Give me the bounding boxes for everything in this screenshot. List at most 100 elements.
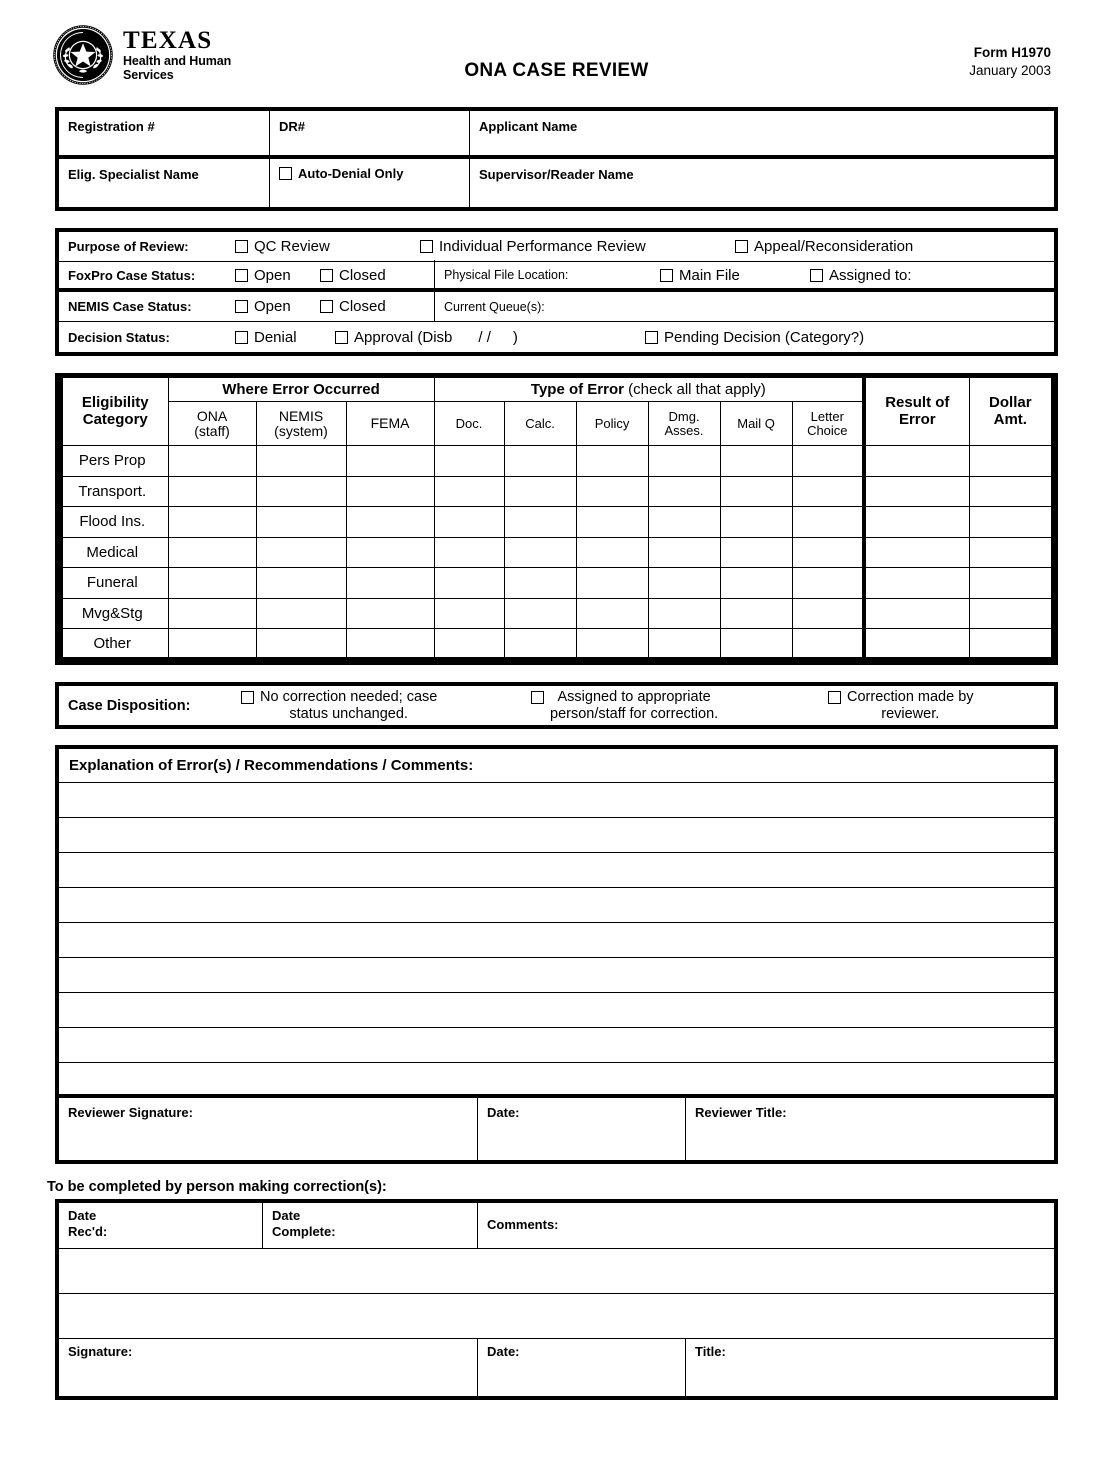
cell-dollar-amt[interactable] xyxy=(968,597,1056,629)
explanation-line[interactable] xyxy=(59,1063,1054,1098)
physical-file-option-assigned[interactable]: Assigned to: xyxy=(810,267,912,284)
cell-doc[interactable] xyxy=(433,506,505,538)
cell-nemis[interactable] xyxy=(255,567,347,599)
cell-dmg-asses[interactable] xyxy=(647,567,721,599)
cell-fema[interactable] xyxy=(345,628,435,661)
cell-letter-choice[interactable] xyxy=(791,506,867,538)
correction-made-by-reviewer-checkbox[interactable] xyxy=(828,691,841,705)
correction-signature-field[interactable]: Signature: xyxy=(59,1339,478,1396)
cell-ona[interactable] xyxy=(167,597,257,629)
cell-ona[interactable] xyxy=(167,567,257,599)
decision-option-denial[interactable]: Denial xyxy=(235,329,335,346)
cell-mail-q[interactable] xyxy=(719,536,793,568)
cell-dollar-amt[interactable] xyxy=(968,536,1056,568)
supervisor-reader-field[interactable]: Supervisor/Reader Name xyxy=(470,159,1054,207)
cell-result-of-error[interactable] xyxy=(863,628,970,661)
disposition-option-assigned[interactable]: Assigned to appropriate person/staff for… xyxy=(531,689,828,722)
reviewer-date-field[interactable]: Date: xyxy=(478,1098,686,1160)
no-correction-needed-checkbox[interactable] xyxy=(241,691,254,705)
explanation-line[interactable] xyxy=(59,958,1054,993)
cell-calc[interactable] xyxy=(503,536,577,568)
cell-doc[interactable] xyxy=(433,567,505,599)
cell-nemis[interactable] xyxy=(255,536,347,568)
purpose-option-qc[interactable]: QC Review xyxy=(235,238,420,255)
correction-date-field[interactable]: Date: xyxy=(478,1339,686,1396)
cell-mail-q[interactable] xyxy=(719,445,793,477)
explanation-line[interactable] xyxy=(59,888,1054,923)
cell-policy[interactable] xyxy=(575,445,649,477)
cell-ona[interactable] xyxy=(167,536,257,568)
cell-mail-q[interactable] xyxy=(719,628,793,661)
cell-doc[interactable] xyxy=(433,536,505,568)
cell-letter-choice[interactable] xyxy=(791,445,867,477)
explanation-line[interactable] xyxy=(59,783,1054,818)
cell-fema[interactable] xyxy=(345,536,435,568)
explanation-line[interactable] xyxy=(59,923,1054,958)
eligibility-specialist-field[interactable]: Elig. Specialist Name xyxy=(59,159,270,207)
cell-fema[interactable] xyxy=(345,506,435,538)
cell-dollar-amt[interactable] xyxy=(968,628,1056,661)
cell-dmg-asses[interactable] xyxy=(647,597,721,629)
cell-nemis[interactable] xyxy=(255,506,347,538)
cell-ona[interactable] xyxy=(167,445,257,477)
correction-comment-line[interactable] xyxy=(59,1294,1054,1339)
approval-checkbox[interactable] xyxy=(335,330,348,344)
cell-policy[interactable] xyxy=(575,597,649,629)
explanation-line[interactable] xyxy=(59,818,1054,853)
cell-result-of-error[interactable] xyxy=(863,445,970,477)
cell-policy[interactable] xyxy=(575,506,649,538)
disposition-option-corrected-by-reviewer[interactable]: Correction made by reviewer. xyxy=(828,689,974,722)
cell-dmg-asses[interactable] xyxy=(647,506,721,538)
cell-nemis[interactable] xyxy=(255,597,347,629)
date-received-field[interactable]: Date Rec'd: xyxy=(59,1203,263,1248)
cell-dollar-amt[interactable] xyxy=(968,475,1056,507)
cell-nemis[interactable] xyxy=(255,445,347,477)
purpose-option-appeal[interactable]: Appeal/Reconsideration xyxy=(735,238,913,255)
cell-dollar-amt[interactable] xyxy=(968,445,1056,477)
disposition-option-no-correction[interactable]: No correction needed; case status unchan… xyxy=(241,689,531,722)
correction-comments-field[interactable]: Comments: xyxy=(478,1203,1054,1248)
auto-denial-option[interactable]: Auto-Denial Only xyxy=(270,159,470,207)
cell-dollar-amt[interactable] xyxy=(968,506,1056,538)
cell-letter-choice[interactable] xyxy=(791,536,867,568)
cell-letter-choice[interactable] xyxy=(791,628,867,661)
cell-policy[interactable] xyxy=(575,567,649,599)
cell-dmg-asses[interactable] xyxy=(647,628,721,661)
approval-date-slashes[interactable]: / / xyxy=(478,328,491,346)
nemis-closed-checkbox[interactable] xyxy=(320,300,333,313)
cell-mail-q[interactable] xyxy=(719,475,793,507)
cell-calc[interactable] xyxy=(503,567,577,599)
cell-result-of-error[interactable] xyxy=(863,506,970,538)
cell-calc[interactable] xyxy=(503,475,577,507)
purpose-option-individual-performance[interactable]: Individual Performance Review xyxy=(420,238,735,255)
cell-dmg-asses[interactable] xyxy=(647,445,721,477)
cell-policy[interactable] xyxy=(575,475,649,507)
decision-option-pending[interactable]: Pending Decision (Category?) xyxy=(645,329,864,346)
cell-policy[interactable] xyxy=(575,536,649,568)
cell-ona[interactable] xyxy=(167,475,257,507)
registration-field[interactable]: Registration # xyxy=(59,111,270,155)
cell-fema[interactable] xyxy=(345,475,435,507)
cell-nemis[interactable] xyxy=(255,475,347,507)
cell-doc[interactable] xyxy=(433,475,505,507)
cell-calc[interactable] xyxy=(503,628,577,661)
nemis-open-checkbox[interactable] xyxy=(235,300,248,313)
auto-denial-checkbox[interactable] xyxy=(279,167,292,180)
nemis-option-open[interactable]: Open xyxy=(235,298,320,315)
cell-result-of-error[interactable] xyxy=(863,475,970,507)
cell-dmg-asses[interactable] xyxy=(647,536,721,568)
cell-calc[interactable] xyxy=(503,445,577,477)
correction-title-field[interactable]: Title: xyxy=(686,1339,1054,1396)
individual-performance-review-checkbox[interactable] xyxy=(420,240,433,253)
decision-option-approval[interactable]: Approval (Disb / / ) xyxy=(335,329,645,346)
foxpro-option-closed[interactable]: Closed xyxy=(320,260,435,290)
current-queues-field[interactable]: Current Queue(s): xyxy=(435,300,545,314)
explanation-line[interactable] xyxy=(59,1028,1054,1063)
cell-dollar-amt[interactable] xyxy=(968,567,1056,599)
cell-letter-choice[interactable] xyxy=(791,567,867,599)
nemis-option-closed[interactable]: Closed xyxy=(320,291,435,322)
date-complete-field[interactable]: Date Complete: xyxy=(263,1203,478,1248)
cell-result-of-error[interactable] xyxy=(863,536,970,568)
cell-fema[interactable] xyxy=(345,445,435,477)
reviewer-title-field[interactable]: Reviewer Title: xyxy=(686,1098,1054,1160)
